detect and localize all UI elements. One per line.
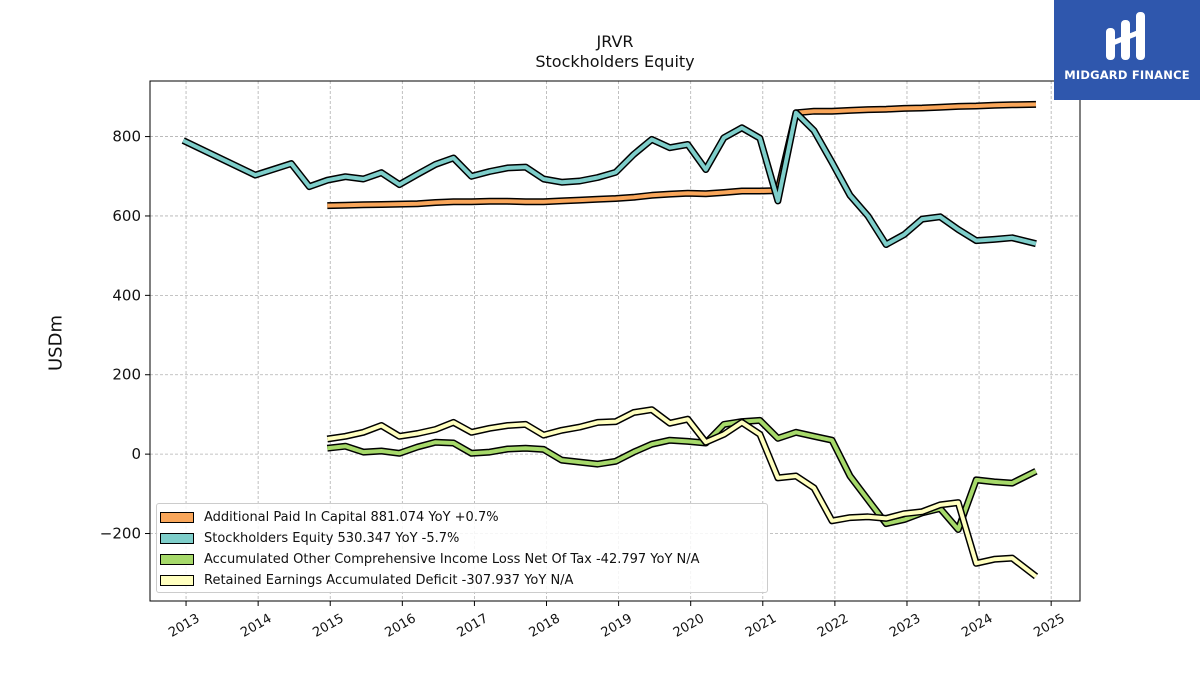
- brand-logo: MIDGARD FINANCE: [1054, 0, 1200, 100]
- legend: Additional Paid In Capital 881.074 YoY +…: [156, 503, 768, 593]
- y-tick-label: 800: [112, 128, 141, 146]
- y-axis-label: USDm: [45, 315, 67, 371]
- y-tick-label: 400: [112, 286, 141, 304]
- series-line: [182, 110, 1037, 247]
- chart-subtitle: Stockholders Equity: [535, 52, 695, 71]
- x-tick-label: 2016: [382, 611, 418, 641]
- series-additional-paid-in-capital: [327, 100, 1037, 210]
- x-tick-label: 2019: [599, 611, 635, 641]
- legend-label: Stockholders Equity 530.347 YoY -5.7%: [204, 530, 460, 546]
- series-stockholders-equity: [181, 109, 1037, 248]
- legend-swatch: [160, 532, 194, 544]
- legend-swatch: [160, 574, 194, 586]
- y-tick-label: 600: [112, 207, 141, 225]
- legend-label: Retained Earnings Accumulated Deficit -3…: [204, 572, 574, 588]
- x-tick-label: 2017: [455, 611, 491, 641]
- series-line: [327, 418, 1037, 532]
- series-line: [327, 102, 1037, 208]
- legend-item: Accumulated Other Comprehensive Income L…: [157, 549, 700, 569]
- plot-frame: [149, 80, 1081, 602]
- chart-title: JRVR: [596, 32, 634, 51]
- x-tick-label: 2024: [959, 611, 995, 641]
- series-accumulated-other-comprehensive-income-loss-net-of-tax: [326, 416, 1038, 533]
- y-tick-label: 0: [131, 445, 141, 463]
- midgard-logo-icon: [1106, 12, 1145, 60]
- legend-label: Additional Paid In Capital 881.074 YoY +…: [204, 509, 499, 525]
- logo-text: MIDGARD FINANCE: [1064, 68, 1190, 82]
- legend-swatch: [160, 511, 194, 523]
- legend-item: Additional Paid In Capital 881.074 YoY +…: [157, 507, 499, 527]
- x-tick-label: 2015: [310, 611, 346, 641]
- legend-item: Retained Earnings Accumulated Deficit -3…: [157, 570, 573, 590]
- series-retained-earnings-accumulated-deficit: [326, 406, 1039, 580]
- y-tick-label: −200: [100, 525, 141, 543]
- legend-label: Accumulated Other Comprehensive Income L…: [204, 551, 700, 567]
- x-tick-label: 2023: [887, 611, 923, 641]
- y-tick-label: 200: [112, 366, 141, 384]
- x-tick-label: 2020: [671, 611, 707, 641]
- legend-swatch: [160, 553, 194, 565]
- legend-item: Stockholders Equity 530.347 YoY -5.7%: [157, 528, 459, 548]
- x-tick-label: 2014: [238, 611, 274, 641]
- x-tick-label: 2025: [1031, 611, 1067, 641]
- x-tick-label: 2013: [166, 611, 202, 641]
- series-line: [327, 407, 1038, 578]
- x-tick-label: 2022: [815, 611, 851, 641]
- series-layer: [181, 100, 1039, 580]
- x-tick-label: 2018: [527, 611, 563, 641]
- x-tick-label: 2021: [743, 611, 779, 641]
